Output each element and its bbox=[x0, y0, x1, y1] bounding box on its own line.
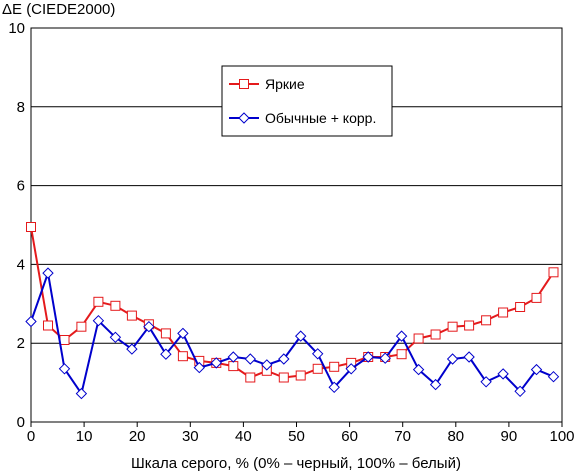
series-2-point bbox=[294, 330, 307, 342]
x-tick-label-70: 70 bbox=[394, 428, 411, 445]
series-1-point bbox=[160, 328, 171, 339]
series-2-point bbox=[244, 353, 257, 365]
legend: Яркие Обычные + корр. bbox=[221, 65, 393, 137]
x-tick-label-10: 10 bbox=[76, 428, 93, 445]
x-tick-label-30: 30 bbox=[182, 428, 199, 445]
series-2-point bbox=[328, 381, 340, 394]
x-tick-label-80: 80 bbox=[447, 428, 464, 445]
series-2-point bbox=[345, 363, 357, 375]
series-1-line bbox=[30, 226, 555, 379]
y-tick-label-8: 8 bbox=[17, 99, 25, 116]
x-tick-label-100: 100 bbox=[549, 428, 574, 445]
y-axis-label: ΔE (CIEDE2000) bbox=[2, 1, 115, 18]
series-2-point bbox=[92, 314, 105, 327]
series-1-point bbox=[396, 349, 407, 360]
series-1-point bbox=[278, 372, 289, 383]
x-tick-label-60: 60 bbox=[341, 428, 358, 445]
series-2-point bbox=[446, 353, 459, 365]
series-1-point bbox=[447, 321, 458, 332]
series-2-point bbox=[42, 267, 54, 279]
x-tick-label-40: 40 bbox=[235, 428, 252, 445]
series-1-point bbox=[126, 310, 137, 321]
x-tick-label-50: 50 bbox=[288, 428, 305, 445]
series-2-point bbox=[160, 348, 172, 360]
y-tick-label-10: 10 bbox=[8, 20, 25, 37]
series-2-point bbox=[143, 320, 155, 333]
series-2-point bbox=[58, 363, 71, 375]
series-1-point bbox=[110, 300, 121, 311]
series-2-point bbox=[177, 327, 189, 340]
series-1-point bbox=[498, 307, 509, 318]
series-2-point bbox=[530, 363, 543, 376]
y-tick-label-4: 4 bbox=[17, 256, 25, 273]
legend-marker-series-1 bbox=[239, 79, 249, 89]
series-2-point bbox=[480, 376, 492, 388]
series-2-point bbox=[261, 359, 273, 371]
series-1-point bbox=[59, 335, 70, 345]
series-2-point bbox=[210, 357, 223, 369]
series-2-point bbox=[514, 385, 526, 398]
x-tick-label-90: 90 bbox=[501, 428, 518, 445]
series-2-point bbox=[463, 351, 475, 363]
series-2 bbox=[25, 267, 560, 400]
x-tick-label-20: 20 bbox=[129, 428, 146, 445]
series-1 bbox=[26, 222, 559, 383]
legend-box bbox=[221, 65, 393, 137]
series-1-point bbox=[430, 329, 441, 340]
series-1-point bbox=[228, 361, 239, 372]
series-layer bbox=[25, 222, 560, 400]
series-1-point bbox=[531, 292, 542, 303]
legend-marker-series-2 bbox=[238, 112, 250, 124]
series-1-point bbox=[312, 363, 323, 374]
y-tick-label-0: 0 bbox=[17, 414, 25, 431]
legend-label-series-1: Яркие bbox=[265, 76, 305, 92]
series-1-point bbox=[93, 296, 104, 307]
series-1-point bbox=[26, 222, 36, 232]
series-2-point bbox=[497, 368, 509, 380]
series-2-point bbox=[429, 378, 442, 391]
series-1-point bbox=[177, 351, 188, 362]
series-1-point bbox=[464, 320, 475, 331]
series-2-point bbox=[193, 361, 206, 374]
y-tick-label-6: 6 bbox=[17, 178, 25, 195]
series-1-point bbox=[481, 315, 492, 326]
series-1-point bbox=[76, 321, 87, 332]
series-2-point bbox=[278, 353, 290, 365]
series-1-point bbox=[548, 267, 559, 278]
series-2-point bbox=[412, 363, 425, 376]
series-2-point bbox=[362, 351, 374, 363]
series-1-point bbox=[245, 372, 256, 383]
series-1-point bbox=[515, 302, 526, 312]
series-1-point bbox=[43, 320, 53, 331]
series-2-point bbox=[75, 387, 88, 400]
series-2-point bbox=[547, 370, 560, 383]
x-tick-label-0: 0 bbox=[27, 428, 35, 445]
series-2-point bbox=[25, 315, 37, 328]
series-2-point bbox=[227, 351, 240, 363]
series-1-point bbox=[295, 370, 306, 381]
series-2-point bbox=[109, 331, 122, 344]
series-1-point bbox=[329, 361, 340, 372]
legend-label-series-2: Обычные + корр. bbox=[265, 110, 376, 126]
series-2-point bbox=[379, 352, 391, 364]
y-tick-label-2: 2 bbox=[17, 335, 25, 352]
series-2-point bbox=[311, 348, 324, 360]
series-2-point bbox=[126, 343, 138, 355]
x-axis-label: Шкала серого, % (0% – черный, 100% – бел… bbox=[131, 455, 461, 472]
series-2-point bbox=[395, 330, 408, 342]
series-1-point bbox=[413, 333, 424, 344]
